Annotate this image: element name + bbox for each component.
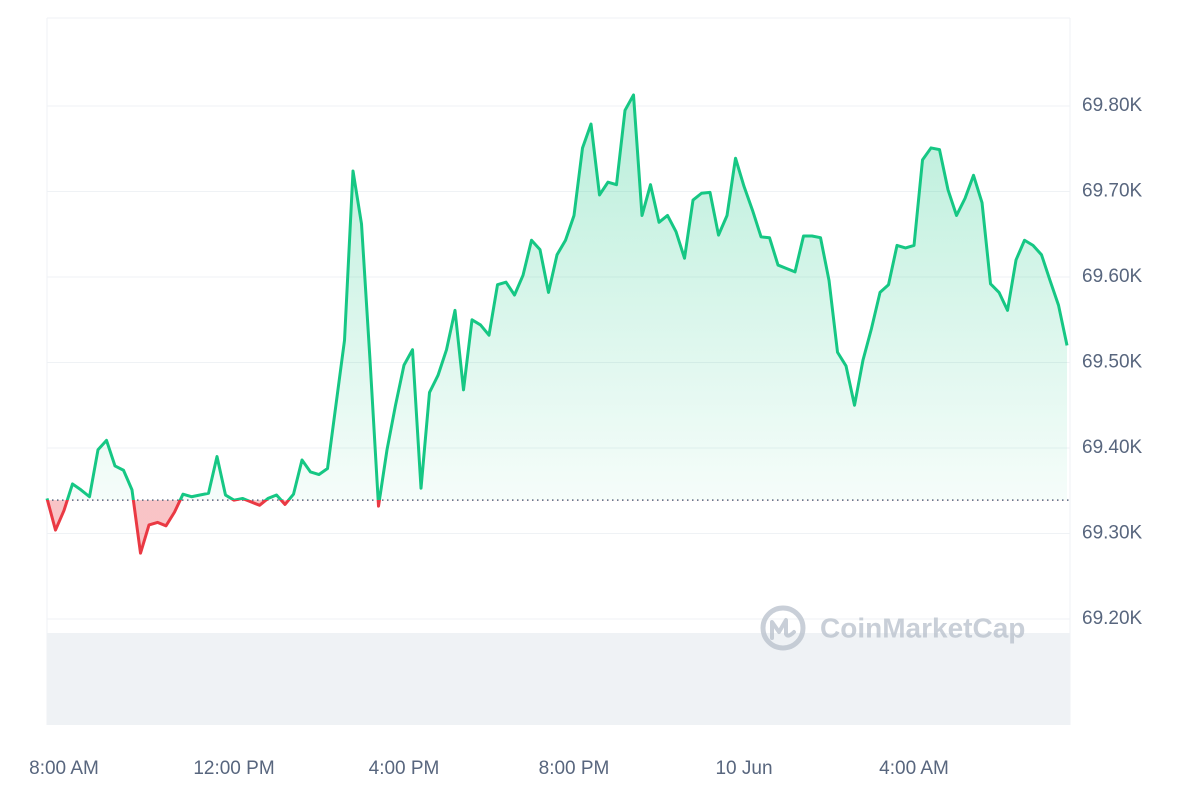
price-line [45,93,1069,555]
x-tick-label: 10 Jun [715,758,772,779]
y-tick-label: 69.50K [1082,352,1143,373]
y-tick-label: 69.40K [1082,437,1143,458]
y-tick-label: 69.70K [1082,181,1143,202]
x-tick-label: 8:00 AM [29,758,99,779]
x-tick-label: 8:00 PM [539,758,610,779]
plot [45,93,1070,555]
watermark-logo-mark [770,618,796,640]
watermark-logo [760,605,806,651]
watermark-text: CoinMarketCap [820,612,1025,643]
x-tick-label: 12:00 PM [193,758,274,779]
area-fill [47,94,1068,554]
y-tick-label: 69.20K [1082,608,1143,629]
watermark: CoinMarketCap [760,605,1025,651]
y-tick-label: 69.30K [1082,523,1143,544]
labels: 69.20K 69.30K 69.40K 69.50K 69.60K 69.70K 69.8… [29,95,1142,779]
x-tick-label: 4:00 AM [879,758,949,779]
y-tick-label: 69.60K [1082,266,1143,287]
y-tick-label: 69.80K [1082,95,1143,116]
x-tick-label: 4:00 PM [369,758,440,779]
volume-band [47,633,1070,725]
